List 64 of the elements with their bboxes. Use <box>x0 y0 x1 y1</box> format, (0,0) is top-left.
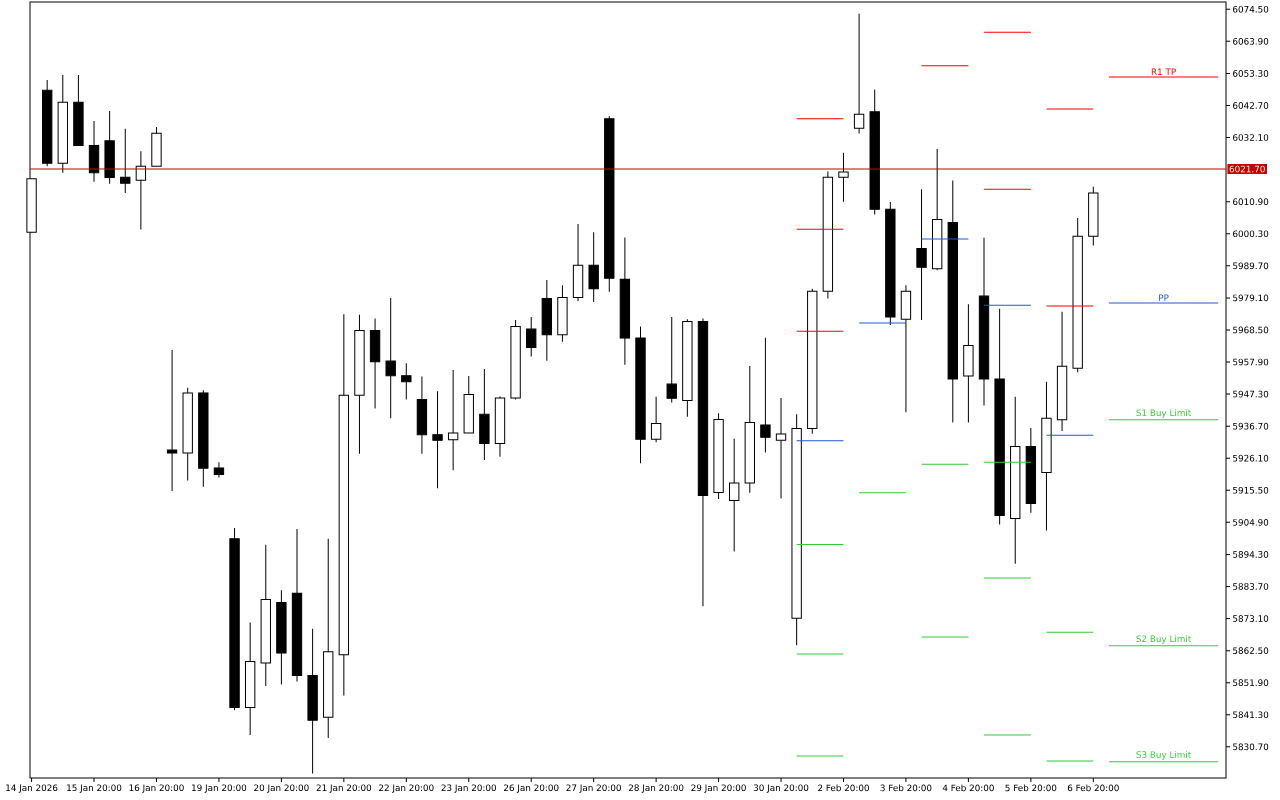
candlestick <box>432 390 443 489</box>
x-tick-label: 28 Jan 20:00 <box>628 784 684 793</box>
y-tick-label: 5862.50 <box>1233 647 1269 654</box>
x-tick-label: 16 Jan 20:00 <box>129 784 184 793</box>
y-tick-label: 5957.90 <box>1233 358 1269 366</box>
y-tick-label: 5851.90 <box>1233 679 1269 687</box>
candlestick <box>775 397 787 499</box>
ref-line-label: 6021.70 <box>1229 165 1265 173</box>
candlestick <box>447 369 459 471</box>
candlestick <box>853 13 865 135</box>
x-tick-label: 5 Feb 20:00 <box>1005 784 1057 792</box>
y-tick-label: 5883.70 <box>1233 583 1269 590</box>
y-tick-label: 5841.30 <box>1233 711 1269 719</box>
candlestick <box>916 188 927 321</box>
candlestick <box>729 438 740 552</box>
x-tick-label: 26 Jan 20:00 <box>504 784 559 793</box>
y-tick-label: 5904.90 <box>1233 519 1269 526</box>
y-tick-label: 5915.50 <box>1233 486 1269 494</box>
candlestick <box>760 337 771 453</box>
series-label: R1 TP <box>1151 68 1176 76</box>
y-tick-label: 6063.90 <box>1233 37 1269 45</box>
series-label: PP <box>1159 294 1169 302</box>
y-tick-label: 6010.90 <box>1233 198 1269 205</box>
y-tick-label: 5989.70 <box>1233 262 1269 270</box>
x-tick-label: 14 Jan 2026 <box>6 784 58 793</box>
x-tick-label: 23 Jan 20:00 <box>441 784 497 793</box>
series-label: S3 Buy Limit <box>1136 751 1192 760</box>
x-tick-label: 30 Jan 20:00 <box>753 784 809 793</box>
y-tick-label: 6053.30 <box>1233 70 1269 77</box>
y-tick-label: 6032.10 <box>1233 134 1269 141</box>
y-tick-label: 5926.10 <box>1233 454 1269 462</box>
y-tick-label: 5830.70 <box>1233 743 1269 751</box>
x-tick-label: 27 Jan 20:00 <box>566 784 621 793</box>
x-tick-label: 15 Jan 20:00 <box>67 784 122 793</box>
y-tick-label: 5968.50 <box>1233 326 1269 334</box>
candlestick <box>666 316 677 404</box>
x-tick-label: 3 Feb 20:00 <box>880 784 932 792</box>
y-tick-label: 6000.30 <box>1233 230 1269 238</box>
x-tick-label: 4 Feb 20:00 <box>942 784 994 792</box>
series-label: S2 Buy Limit <box>1136 635 1192 644</box>
y-tick-label: 6074.50 <box>1233 5 1269 13</box>
candlestick <box>385 297 396 419</box>
x-tick-label: 29 Jan 20:00 <box>691 784 746 793</box>
y-tick-label: 5979.10 <box>1233 294 1269 302</box>
x-tick-label: 2 Feb 20:00 <box>818 784 869 792</box>
x-tick-label: 6 Feb 20:00 <box>1067 784 1119 792</box>
y-tick-label: 6042.70 <box>1233 102 1269 109</box>
candlestick <box>401 362 412 401</box>
candlestick <box>838 152 849 203</box>
x-tick-label: 22 Jan 20:00 <box>379 784 434 793</box>
candlestick <box>120 128 131 194</box>
y-tick-label: 5873.10 <box>1233 615 1269 622</box>
x-tick-label: 19 Jan 20:00 <box>192 784 247 793</box>
candlestick <box>166 349 178 492</box>
candlestick <box>213 461 225 479</box>
series-label: S1 Buy Limit <box>1136 409 1192 418</box>
x-tick-label: 21 Jan 20:00 <box>316 784 372 793</box>
candlestick <box>650 396 662 443</box>
candlestick <box>588 231 599 303</box>
y-tick-label: 5947.30 <box>1233 390 1269 398</box>
y-tick-label: 5894.30 <box>1233 551 1269 558</box>
x-tick-label: 20 Jan 20:00 <box>254 784 309 793</box>
candlestick <box>526 316 537 358</box>
y-tick-label: 5936.70 <box>1233 422 1269 430</box>
